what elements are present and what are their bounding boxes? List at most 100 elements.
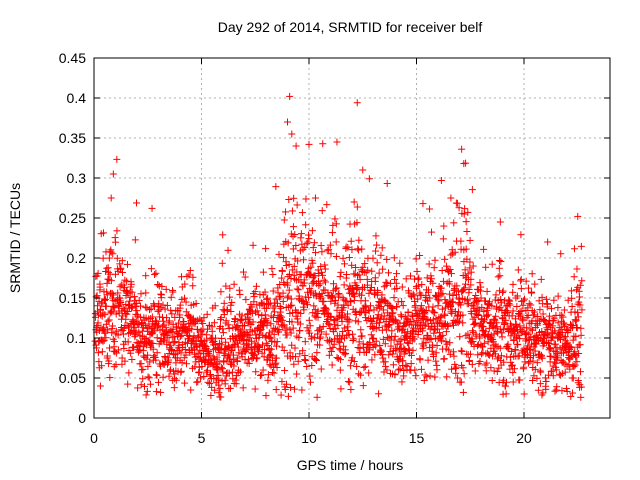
data-point xyxy=(430,308,438,316)
data-point xyxy=(189,282,197,290)
data-point xyxy=(254,347,262,355)
data-point xyxy=(298,240,306,248)
data-point xyxy=(263,318,271,326)
data-point xyxy=(127,280,135,288)
data-point xyxy=(288,207,296,215)
data-point-peak xyxy=(286,92,294,100)
y-tick-label: 0.35 xyxy=(59,130,86,146)
data-point xyxy=(471,367,479,375)
data-point xyxy=(238,312,246,320)
data-point xyxy=(101,311,109,319)
data-point xyxy=(165,317,173,325)
data-point xyxy=(570,245,578,253)
data-point xyxy=(170,339,178,347)
data-point xyxy=(170,384,178,392)
data-point xyxy=(100,324,108,332)
data-point xyxy=(103,264,111,272)
data-point xyxy=(130,293,138,301)
data-point xyxy=(267,320,275,328)
data-point xyxy=(550,296,558,304)
data-point xyxy=(547,305,555,313)
data-point xyxy=(154,281,162,289)
data-point xyxy=(270,324,278,332)
data-point xyxy=(236,290,244,298)
data-point xyxy=(289,223,297,231)
data-point xyxy=(272,359,280,367)
data-point xyxy=(182,298,190,306)
data-point xyxy=(428,228,436,236)
data-point xyxy=(264,371,272,379)
data-point xyxy=(224,246,232,254)
data-point xyxy=(290,262,298,270)
data-point xyxy=(218,377,226,385)
data-point xyxy=(215,389,223,397)
data-point xyxy=(388,327,396,335)
data-point xyxy=(356,344,364,352)
data-point xyxy=(183,360,191,368)
data-point xyxy=(120,344,128,352)
data-point xyxy=(99,229,107,237)
data-point xyxy=(353,99,361,107)
data-point xyxy=(272,386,280,394)
data-point xyxy=(251,288,259,296)
data-point xyxy=(198,330,206,338)
data-point xyxy=(106,374,114,382)
data-point xyxy=(170,333,178,341)
data-point xyxy=(134,384,142,392)
data-point xyxy=(440,355,448,363)
data-point xyxy=(425,260,433,268)
data-point xyxy=(365,175,373,183)
data-point xyxy=(219,325,227,333)
data-point xyxy=(438,267,446,275)
data-point xyxy=(528,288,536,296)
data-point xyxy=(296,320,304,328)
data-point xyxy=(102,320,110,328)
data-point xyxy=(459,319,467,327)
data-point xyxy=(339,254,347,262)
data-point xyxy=(159,317,167,325)
data-point xyxy=(268,265,276,273)
data-point xyxy=(431,256,439,264)
data-point xyxy=(298,386,306,394)
data-point xyxy=(234,343,242,351)
data-point xyxy=(430,264,438,272)
data-point xyxy=(144,373,152,381)
data-point xyxy=(249,350,257,358)
data-point xyxy=(365,369,373,377)
data-point xyxy=(488,260,496,268)
data-point xyxy=(509,369,517,377)
data-point xyxy=(227,307,235,315)
data-point xyxy=(121,276,129,284)
data-point xyxy=(203,325,211,333)
data-point xyxy=(306,372,314,380)
data-point xyxy=(361,260,369,268)
data-point xyxy=(203,310,211,318)
data-point xyxy=(278,313,286,321)
data-point xyxy=(528,270,536,278)
data-point xyxy=(200,372,208,380)
data-point xyxy=(249,241,257,249)
data-point xyxy=(152,388,160,396)
data-point-peak xyxy=(107,194,115,202)
data-point xyxy=(416,356,424,364)
data-point xyxy=(190,319,198,327)
data-point xyxy=(243,330,251,338)
data-point xyxy=(144,362,152,370)
x-tick-label: 20 xyxy=(516,430,532,446)
data-point xyxy=(236,317,244,325)
data-point xyxy=(287,329,295,337)
data-point xyxy=(217,363,225,371)
data-point xyxy=(153,318,161,326)
data-point xyxy=(181,379,189,387)
data-point xyxy=(219,368,227,376)
data-point xyxy=(509,280,517,288)
data-point xyxy=(360,363,368,371)
data-point xyxy=(266,333,274,341)
data-point xyxy=(203,366,211,374)
data-point xyxy=(278,378,286,386)
data-point xyxy=(216,384,224,392)
data-point xyxy=(172,359,180,367)
data-point xyxy=(291,344,299,352)
data-point xyxy=(101,295,109,303)
data-point xyxy=(219,329,227,337)
